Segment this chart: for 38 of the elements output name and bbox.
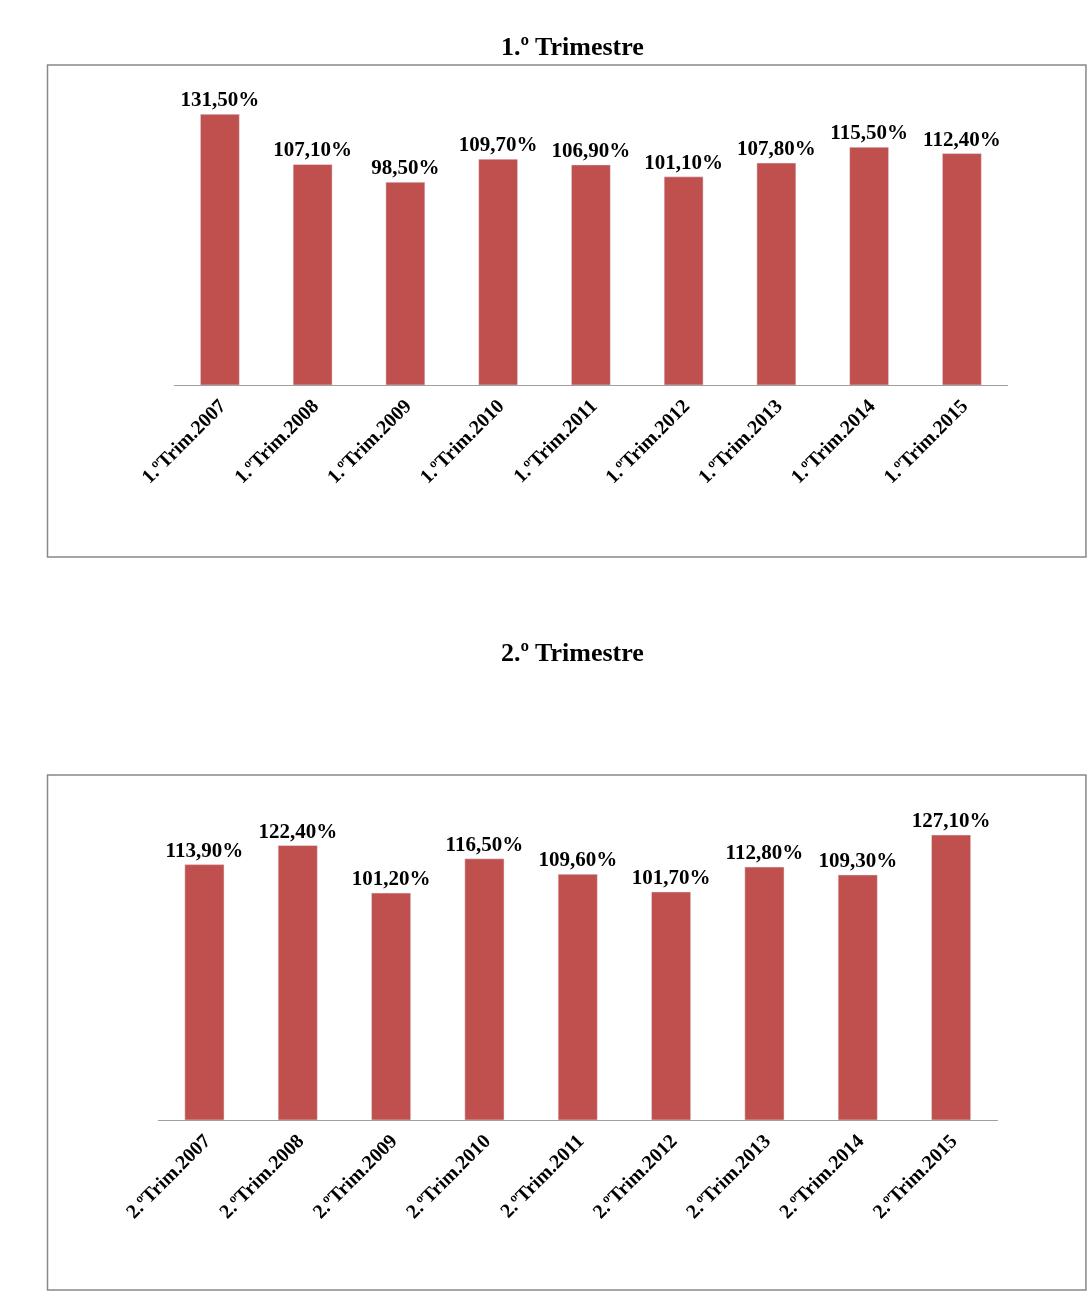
bar <box>478 158 518 385</box>
data-label: 113,90% <box>165 837 244 862</box>
bar <box>931 834 971 1120</box>
bar <box>571 164 611 385</box>
bar <box>849 146 889 385</box>
bar <box>942 153 982 385</box>
data-label: 106,90% <box>551 137 631 162</box>
bar <box>744 866 785 1120</box>
data-label: 101,70% <box>631 864 711 889</box>
bar <box>371 892 411 1120</box>
data-label: 109,30% <box>818 847 898 872</box>
chart-title: 1.º Trimestre <box>501 32 644 61</box>
bar <box>837 874 878 1120</box>
data-label: 109,70% <box>458 132 538 157</box>
data-label: 109,60% <box>538 847 618 872</box>
bar <box>277 845 318 1120</box>
chart-title: 2.º Trimestre <box>501 638 644 667</box>
data-label: 122,40% <box>258 818 338 843</box>
data-label: 107,10% <box>273 137 352 162</box>
bar <box>385 181 426 385</box>
data-label: 98,50% <box>371 155 440 180</box>
bar <box>464 858 505 1120</box>
data-label: 101,20% <box>351 866 431 891</box>
bar <box>651 891 691 1120</box>
data-label: 127,10% <box>911 808 991 832</box>
bar <box>557 873 598 1120</box>
data-label: 116,50% <box>445 831 524 856</box>
bar <box>200 114 240 385</box>
bar <box>292 164 333 385</box>
bar <box>756 162 797 385</box>
data-label: 115,50% <box>830 120 908 145</box>
data-label: 112,80% <box>725 840 804 865</box>
bar <box>184 864 225 1120</box>
bar <box>663 176 704 385</box>
data-label: 131,50% <box>180 87 260 112</box>
data-label: 101,10% <box>644 149 723 174</box>
data-label: 107,80% <box>737 136 816 161</box>
data-label: 112,40% <box>923 126 1001 151</box>
